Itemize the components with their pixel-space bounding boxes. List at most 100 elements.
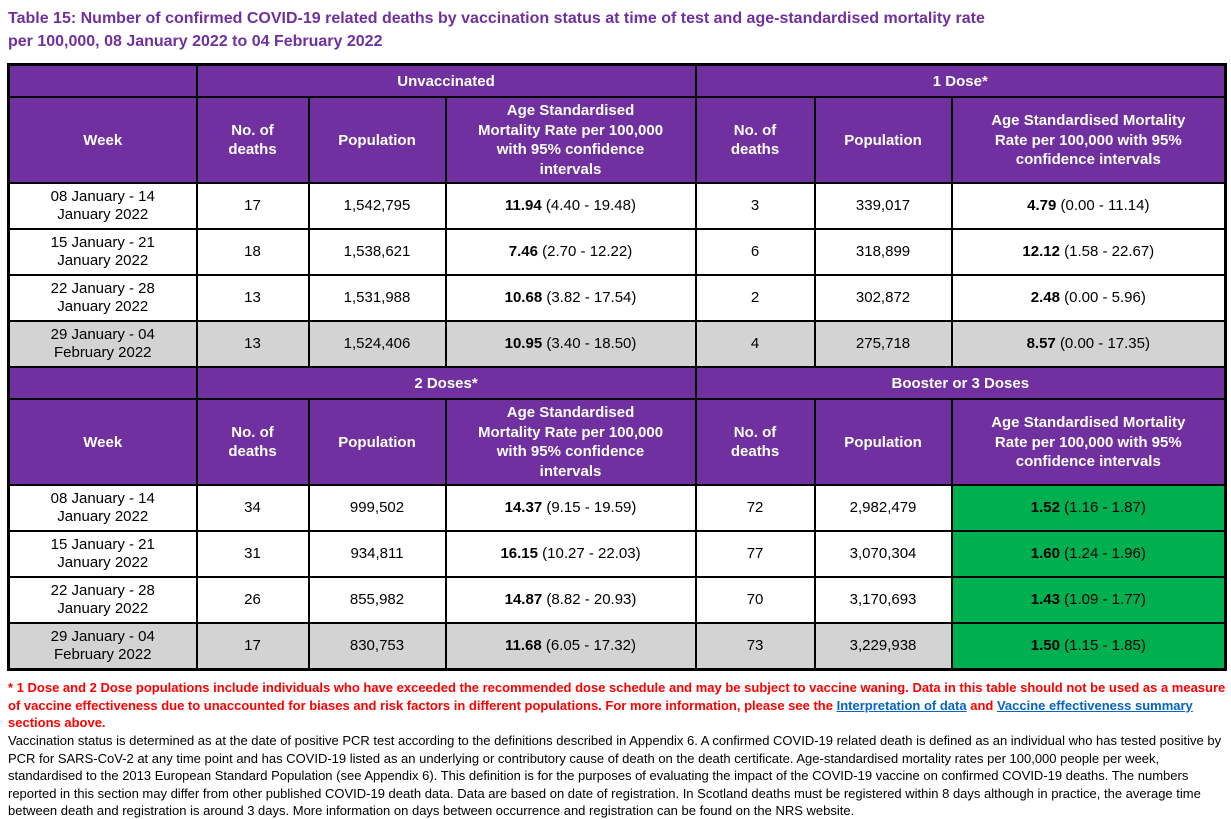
red-footnote-text: and xyxy=(966,697,997,713)
definition-paragraph: Vaccination status is determined as at t… xyxy=(8,733,1222,818)
population-cell: 2,982,479 xyxy=(813,484,953,533)
population-cell: 1,524,406 xyxy=(307,320,447,369)
population-cell: 275,718 xyxy=(813,320,953,369)
week-cell: 29 January - 04 February 2022 xyxy=(7,622,198,671)
population-cell: 302,872 xyxy=(813,274,953,323)
deaths-cell: 70 xyxy=(694,576,816,625)
asmr-ci: (0.00 - 11.14) xyxy=(1060,197,1150,215)
population-column-header: Population xyxy=(307,398,447,487)
asmr-rate: 4.79 xyxy=(1027,197,1057,215)
asmr-ci: (9.15 - 19.59) xyxy=(546,499,637,517)
population-cell: 1,531,988 xyxy=(307,274,447,323)
deaths-cell: 18 xyxy=(195,228,310,277)
deaths-column-header: No. of deaths xyxy=(694,398,816,487)
asmr-ci: (4.40 - 19.48) xyxy=(545,197,636,215)
asmr-ci: (3.40 - 18.50) xyxy=(546,335,637,353)
table-row: 15 January - 21 January 2022 31 934,811 … xyxy=(7,530,1227,579)
asmr-rate: 10.68 xyxy=(504,289,543,307)
table-row: 22 January - 28 January 2022 26 855,982 … xyxy=(7,576,1227,625)
table-row: 29 January - 04 February 2022 17 830,753… xyxy=(7,622,1227,671)
asmr-cell: 14.87 (8.82 - 20.93) xyxy=(444,576,697,625)
asmr-ci: (1.24 - 1.96) xyxy=(1064,545,1146,563)
interpretation-of-data-link[interactable]: Interpretation of data xyxy=(836,697,967,713)
table-title: Table 15: Number of confirmed COVID-19 r… xyxy=(8,10,985,50)
asmr-cell: 4.79 (0.00 - 11.14) xyxy=(950,182,1227,231)
population-column-header: Population xyxy=(813,398,953,487)
week-cell: 15 January - 21 January 2022 xyxy=(7,228,198,277)
group-header-1-dose: 1 Dose* xyxy=(694,63,1227,99)
deaths-cell: 3 xyxy=(694,182,816,231)
population-cell: 3,229,938 xyxy=(813,622,953,671)
deaths-cell: 6 xyxy=(694,228,816,277)
asmr-rate: 12.12 xyxy=(1022,243,1060,261)
empty-corner-cell xyxy=(7,63,198,99)
covid-deaths-table: Unvaccinated 1 Dose* Week No. of deaths … xyxy=(7,63,1228,672)
asmr-rate: 11.94 xyxy=(505,197,542,215)
asmr-cell: 11.68 (6.05 - 17.32) xyxy=(444,622,697,671)
deaths-cell: 26 xyxy=(195,576,310,625)
population-cell: 855,982 xyxy=(307,576,447,625)
group-header-2-doses: 2 Doses* xyxy=(195,366,697,401)
asmr-cell: 8.57 (0.00 - 17.35) xyxy=(950,320,1227,369)
population-cell: 830,753 xyxy=(307,622,447,671)
asmr-rate: 1.52 xyxy=(1030,499,1060,517)
table-row: 22 January - 28 January 2022 13 1,531,98… xyxy=(7,274,1227,323)
asmr-ci: (1.58 - 22.67) xyxy=(1064,243,1155,261)
asmr-rate: 1.50 xyxy=(1030,637,1060,655)
deaths-column-header: No. of deaths xyxy=(195,398,310,487)
asmr-cell-highlighted: 1.50 (1.15 - 1.85) xyxy=(950,622,1227,671)
asmr-cell-highlighted: 1.60 (1.24 - 1.96) xyxy=(950,530,1227,579)
deaths-cell: 77 xyxy=(694,530,816,579)
week-cell: 15 January - 21 January 2022 xyxy=(7,530,198,579)
red-footnote-text: sections above. xyxy=(8,715,106,730)
table-row: 08 January - 14 January 2022 34 999,502 … xyxy=(7,484,1227,533)
asmr-ci: (1.09 - 1.77) xyxy=(1064,591,1146,609)
week-column-header: Week xyxy=(7,398,198,487)
asmr-ci: (6.05 - 17.32) xyxy=(545,637,636,655)
week-cell: 22 January - 28 January 2022 xyxy=(7,576,198,625)
asmr-rate: 16.15 xyxy=(500,545,538,563)
asmr-rate: 10.95 xyxy=(504,335,543,353)
asmr-rate: 2.48 xyxy=(1030,289,1060,307)
asmr-ci: (1.15 - 1.85) xyxy=(1064,637,1146,655)
population-cell: 339,017 xyxy=(813,182,953,231)
week-cell: 22 January - 28 January 2022 xyxy=(7,274,198,323)
vaccine-effectiveness-summary-link[interactable]: Vaccine effectiveness summary xyxy=(996,697,1193,713)
asmr-cell: 16.15 (10.27 - 22.03) xyxy=(444,530,697,579)
asmr-ci: (8.82 - 20.93) xyxy=(546,591,637,609)
asmr-column-header: Age Standardised Mortality Rate per 100,… xyxy=(444,398,697,487)
asmr-cell: 10.95 (3.40 - 18.50) xyxy=(444,320,697,369)
deaths-cell: 17 xyxy=(195,182,310,231)
column-header-row: Week No. of deaths Population Age Standa… xyxy=(7,96,1227,185)
asmr-rate: 11.68 xyxy=(505,637,542,655)
asmr-cell: 7.46 (2.70 - 12.22) xyxy=(444,228,697,277)
deaths-column-header: No. of deaths xyxy=(195,96,310,185)
deaths-column-header: No. of deaths xyxy=(694,96,816,185)
deaths-cell: 31 xyxy=(195,530,310,579)
section-header-row: Unvaccinated 1 Dose* xyxy=(7,63,1227,99)
population-cell: 1,538,621 xyxy=(307,228,447,277)
table-row: 15 January - 21 January 2022 18 1,538,62… xyxy=(7,228,1227,277)
asmr-cell: 12.12 (1.58 - 22.67) xyxy=(950,228,1227,277)
asmr-column-header: Age Standardised Mortality Rate per 100,… xyxy=(950,96,1227,185)
asmr-rate: 14.37 xyxy=(504,499,543,517)
asmr-ci: (0.00 - 17.35) xyxy=(1059,335,1150,353)
week-cell: 08 January - 14 January 2022 xyxy=(7,182,198,231)
asmr-cell: 14.37 (9.15 - 19.59) xyxy=(444,484,697,533)
asmr-rate: 14.87 xyxy=(504,591,543,609)
deaths-cell: 72 xyxy=(694,484,816,533)
asmr-cell: 2.48 (0.00 - 5.96) xyxy=(950,274,1227,323)
section-header-row: 2 Doses* Booster or 3 Doses xyxy=(7,366,1227,401)
deaths-cell: 73 xyxy=(694,622,816,671)
asmr-column-header: Age Standardised Mortality Rate per 100,… xyxy=(444,96,697,185)
deaths-cell: 13 xyxy=(195,320,310,369)
table-row: 29 January - 04 February 2022 13 1,524,4… xyxy=(7,320,1227,369)
asmr-ci: (10.27 - 22.03) xyxy=(542,545,641,563)
deaths-cell: 13 xyxy=(195,274,310,323)
population-cell: 1,542,795 xyxy=(307,182,447,231)
asmr-ci: (0.00 - 5.96) xyxy=(1064,289,1146,307)
week-cell: 08 January - 14 January 2022 xyxy=(7,484,198,533)
asmr-ci: (1.16 - 1.87) xyxy=(1064,499,1146,517)
column-header-row: Week No. of deaths Population Age Standa… xyxy=(7,398,1227,487)
asmr-ci: (3.82 - 17.54) xyxy=(546,289,637,307)
